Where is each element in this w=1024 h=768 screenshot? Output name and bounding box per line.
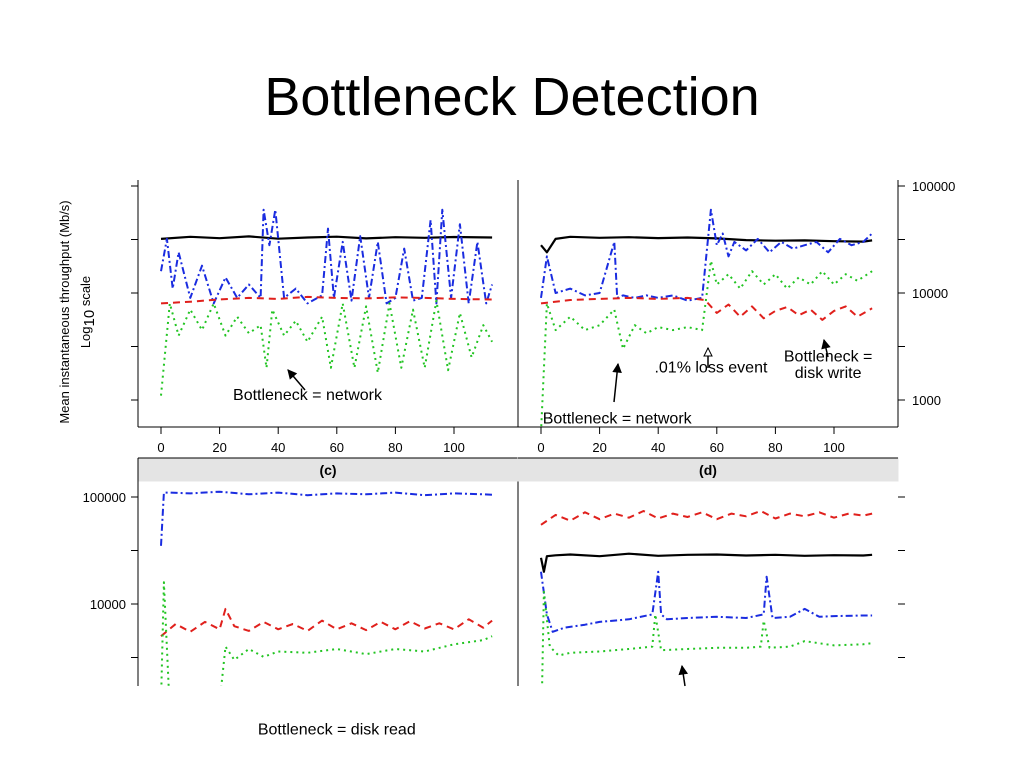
x-tick-label: 0 xyxy=(157,440,164,455)
series-group xyxy=(160,208,494,396)
x-tick-label: 20 xyxy=(592,440,606,455)
x-tick-label: 80 xyxy=(768,440,782,455)
arrow-panel-d-head xyxy=(678,664,689,676)
ylabel-subscript: 10 xyxy=(81,310,98,327)
panel-d: (d) xyxy=(517,457,905,686)
series-line-dotdash-blue xyxy=(540,208,873,302)
y-tick-label: 10000 xyxy=(90,597,126,612)
annotation-text: Bottleneck = disk read xyxy=(258,722,416,739)
panel-frame xyxy=(137,180,519,428)
x-tick-label: 40 xyxy=(271,440,285,455)
series-line-dotdash-blue xyxy=(160,490,493,546)
y-axis-label: Mean instantaneous throughput (Mb/s) Log… xyxy=(57,200,98,423)
strip-label: (c) xyxy=(319,462,336,478)
series-line-dashed-red xyxy=(540,510,873,526)
y-axis-label-line2: Log10 scale xyxy=(78,276,98,348)
x-tick-label: 40 xyxy=(651,440,665,455)
y-axis-label-line1: Mean instantaneous throughput (Mb/s) xyxy=(57,200,72,423)
series-line-solid-black xyxy=(539,552,873,573)
x-tick-label: 80 xyxy=(388,440,402,455)
annotation-text: Bottleneck = network xyxy=(543,411,693,428)
ylabel-scale: scale xyxy=(78,276,93,310)
panel-c: (c) 100000 10000 Bottleneck = disk read xyxy=(83,457,519,739)
series-line-dotdash-blue xyxy=(160,208,494,305)
y-tick-label: 1000 xyxy=(912,393,941,408)
x-tick-label: 60 xyxy=(330,440,344,455)
y-tick-label: 100000 xyxy=(83,490,126,505)
annotation-text: .01% loss event xyxy=(654,360,768,377)
series-group xyxy=(539,510,873,686)
ylabel-log: Log xyxy=(78,326,93,348)
series-line-dotted-green xyxy=(160,581,493,686)
arrow-loss-event-head xyxy=(703,346,713,357)
series-line-dashed-red xyxy=(540,296,873,321)
series-line-dashed-red xyxy=(160,295,493,305)
arrow-network-a-head xyxy=(287,369,298,380)
x-tick-label: 20 xyxy=(212,440,226,455)
y-tick-label: 100000 xyxy=(912,179,955,194)
arrow-disk-write-head xyxy=(821,338,831,350)
panel-frame xyxy=(137,457,519,686)
series-line-solid-black xyxy=(540,235,873,254)
panel-frame xyxy=(518,180,899,428)
series-group xyxy=(160,490,493,686)
y-tick-label: 10000 xyxy=(912,286,948,301)
annotation-text: disk write xyxy=(795,365,862,382)
series-group xyxy=(540,208,873,427)
series-line-dashed-red xyxy=(160,607,493,637)
series-line-dotdash-blue xyxy=(540,570,873,633)
x-tick-label: 100 xyxy=(443,440,465,455)
panel-a: 0 20 40 60 80 100 Bottleneck = network xyxy=(131,180,519,455)
series-line-dotted-green xyxy=(541,590,873,686)
x-tick-label: 100 xyxy=(823,440,845,455)
x-tick-label: 60 xyxy=(710,440,724,455)
x-tick-label: 0 xyxy=(537,440,544,455)
slide-title: Bottleneck Detection xyxy=(264,67,760,127)
strip-label: (d) xyxy=(699,462,717,478)
annotation-text: Bottleneck = network xyxy=(233,387,383,404)
series-line-dotted-green xyxy=(160,299,493,396)
arrow-network-b-head xyxy=(612,362,622,373)
